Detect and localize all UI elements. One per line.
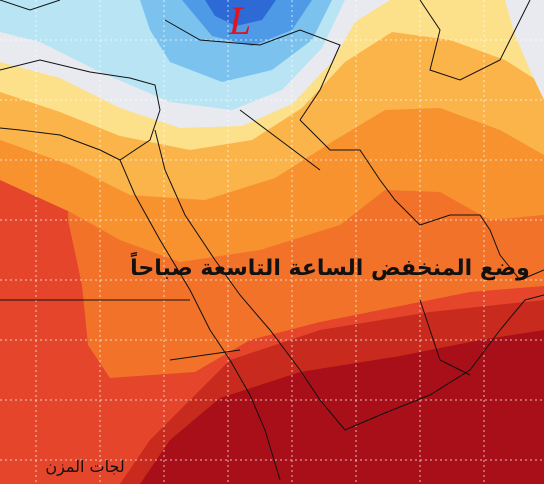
coastline (154, 129, 544, 431)
zone-gray-east (505, 0, 544, 100)
low-pressure-label: L (228, 0, 251, 43)
coastline (0, 0, 531, 81)
coastline (0, 59, 161, 161)
zone-core-blue (205, 0, 276, 26)
coastline (299, 119, 544, 281)
coastline (119, 159, 281, 481)
border (0, 19, 471, 376)
watermark: لجات المزن (45, 457, 124, 477)
caption: وضع المنخفض الساعة التاسعة صباحاً (130, 251, 530, 281)
